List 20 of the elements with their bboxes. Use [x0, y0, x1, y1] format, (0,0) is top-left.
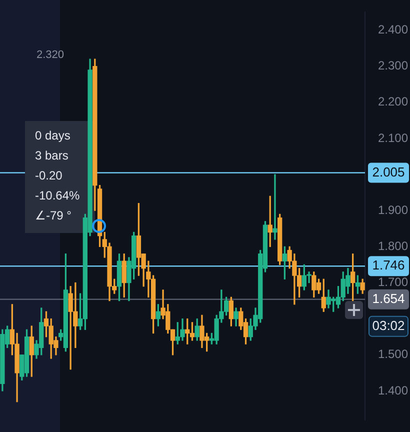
- y-tick-label: 2.300: [378, 58, 408, 73]
- annotation: -10.64%: [35, 188, 80, 202]
- text: 03:02: [372, 318, 405, 333]
- annotation: ∠-79 °: [35, 208, 72, 222]
- y-tick-label: 1.900: [378, 202, 408, 217]
- y-tick-label: 2.400: [378, 22, 408, 37]
- y-tick-label: 2.200: [378, 94, 408, 109]
- candlestick: [272, 174, 278, 240]
- y-tick-label: 1.700: [378, 275, 408, 290]
- ref-line-label: 2.005: [372, 164, 405, 180]
- annotation: 0 days: [35, 128, 70, 142]
- annotation: -0.20: [35, 168, 63, 182]
- y-tick-label: 1.400: [378, 383, 408, 398]
- annotation: 3 bars: [35, 148, 68, 162]
- y-tick-label: 2.100: [378, 130, 408, 145]
- y-tick-label: 1.500: [378, 347, 408, 362]
- ref-line-label: 1.654: [372, 290, 405, 306]
- annotation: 2.320: [36, 49, 64, 62]
- ref-line-label: 1.746: [372, 258, 405, 273]
- y-tick-label: 1.800: [378, 238, 408, 253]
